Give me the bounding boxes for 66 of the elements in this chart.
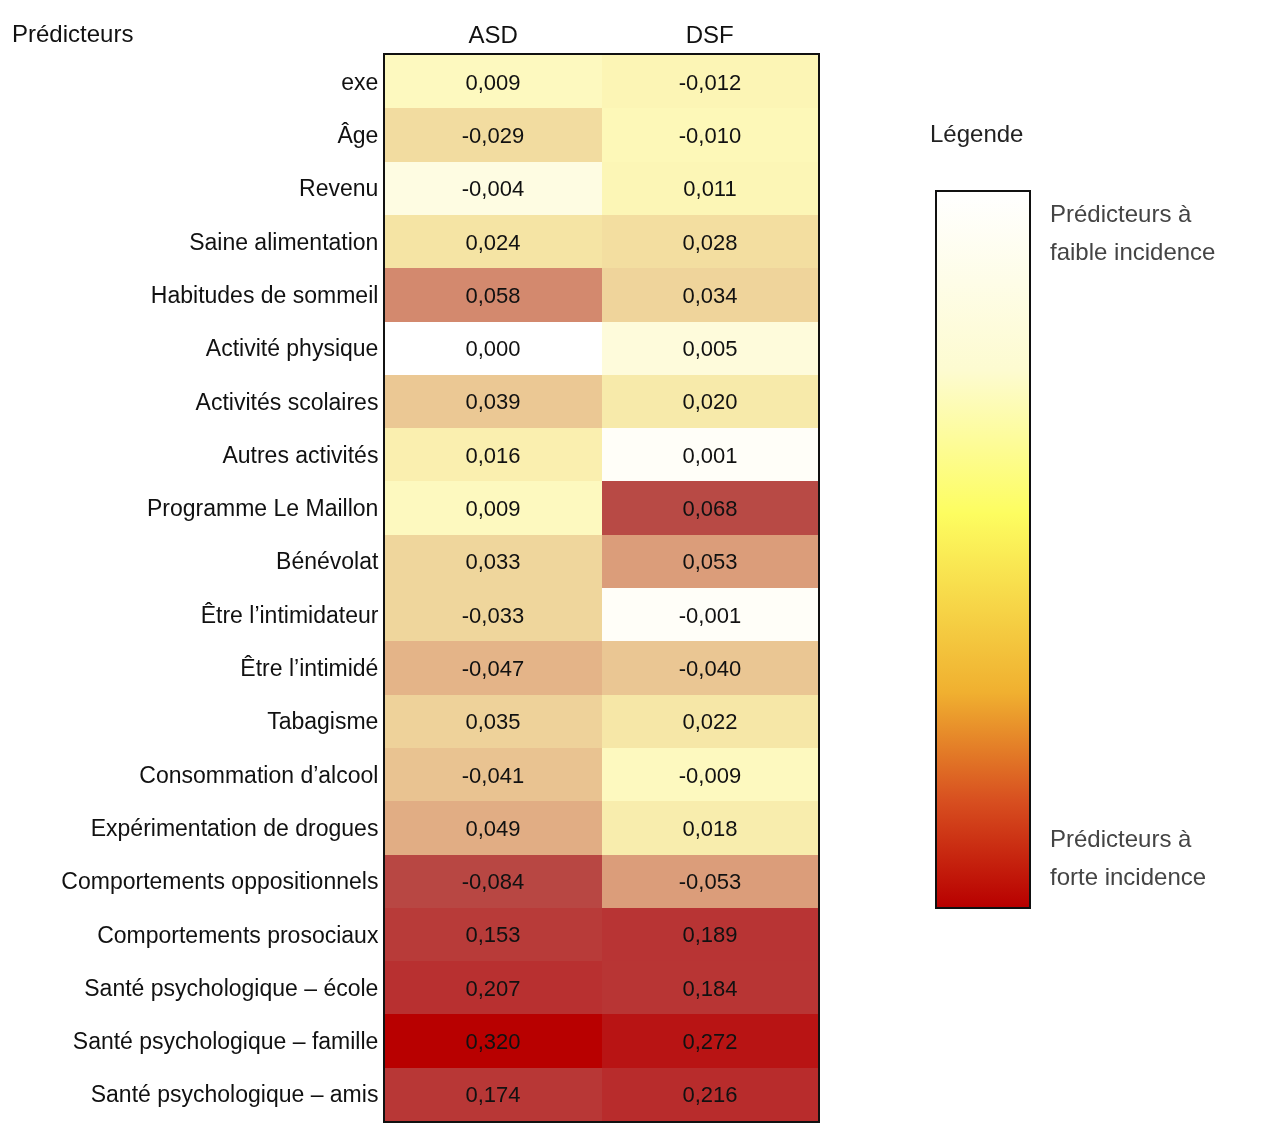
legend-title: Légende [930,120,1025,148]
data-label: -0,033 [461,602,525,628]
data-label: -0,009 [678,762,742,788]
y-tick-label: Saine alimentation [189,228,379,255]
text: Prédicteurs à forte incidence [1050,824,1208,892]
x-tick-label: DSF [685,21,734,49]
data-label: 0,035 [465,708,521,734]
data-label: 0,068 [682,495,738,521]
y-tick-label: Âge [337,122,379,148]
y-tick-label: Revenu [299,175,379,202]
data-label: 0,009 [465,69,521,95]
data-label: 0,153 [465,921,521,947]
data-label: 0,039 [465,388,521,414]
data-label: -0,041 [461,762,525,788]
y-tick-label: Tabagisme [267,708,379,735]
data-label: -0,012 [678,69,742,95]
y-tick-label: Comportements oppositionnels [61,868,379,895]
data-label: 0,001 [682,442,738,468]
data-label: 0,016 [465,442,521,468]
data-label: -0,010 [678,122,742,148]
data-label: -0,047 [461,655,525,681]
data-label: 0,174 [465,1081,521,1107]
y-tick-label: Santé psychologique – famille [72,1028,379,1055]
data-label: 0,028 [682,229,738,255]
data-label: 0,184 [682,975,738,1001]
y-tick-label: Comportements prosociaux [97,921,379,948]
y-tick-label: Habitudes de sommeil [150,281,379,308]
data-label: -0,084 [461,868,525,894]
data-label: -0,004 [461,175,525,201]
data-label: 0,022 [682,708,738,734]
y-tick-label: Activité physique [205,335,379,362]
data-label: 0,009 [465,495,521,521]
y-tick-label: Bénévolat [276,548,379,575]
data-label: -0,040 [678,655,742,681]
y-tick-label: exe [341,68,379,95]
data-label: 0,033 [465,548,521,574]
data-label: 0,000 [465,335,521,361]
data-label: 0,216 [682,1081,738,1107]
y-tick-label: Santé psychologique – amis [90,1081,379,1108]
y-axis-title: Prédicteurs [12,20,134,47]
data-label: 0,207 [465,975,521,1001]
data-label: 0,189 [682,921,738,947]
y-tick-label: Programme Le Maillon [147,495,379,522]
data-label: 0,020 [682,388,738,414]
y-tick-label: Activités scolaires [195,388,379,415]
y-tick-label: Être l’intimidé [240,655,379,681]
y-tick-label: Expérimentation de drogues [90,814,379,841]
data-label: 0,005 [682,335,738,361]
data-label: -0,001 [678,602,742,628]
data-label: 0,053 [682,548,738,574]
data-label: 0,320 [465,1028,521,1054]
data-label: 0,058 [465,282,521,308]
x-tick-label: ASD [468,21,518,49]
data-label: 0,024 [465,229,521,255]
data-label: 0,011 [683,175,737,201]
data-label: 0,018 [682,815,738,841]
text: Prédicteurs à faible incidence [1050,199,1217,267]
data-label: 0,034 [682,282,738,308]
data-label: 0,272 [682,1028,738,1054]
data-label: 0,049 [465,815,521,841]
y-tick-label: Autres activités [222,441,379,468]
y-tick-label: Être l’intimidateur [200,601,379,628]
y-tick-label: Consommation d’alcool [139,761,379,788]
y-tick-label: Santé psychologique – école [84,974,379,1001]
data-label: -0,029 [461,122,525,148]
data-label: -0,053 [678,868,742,894]
